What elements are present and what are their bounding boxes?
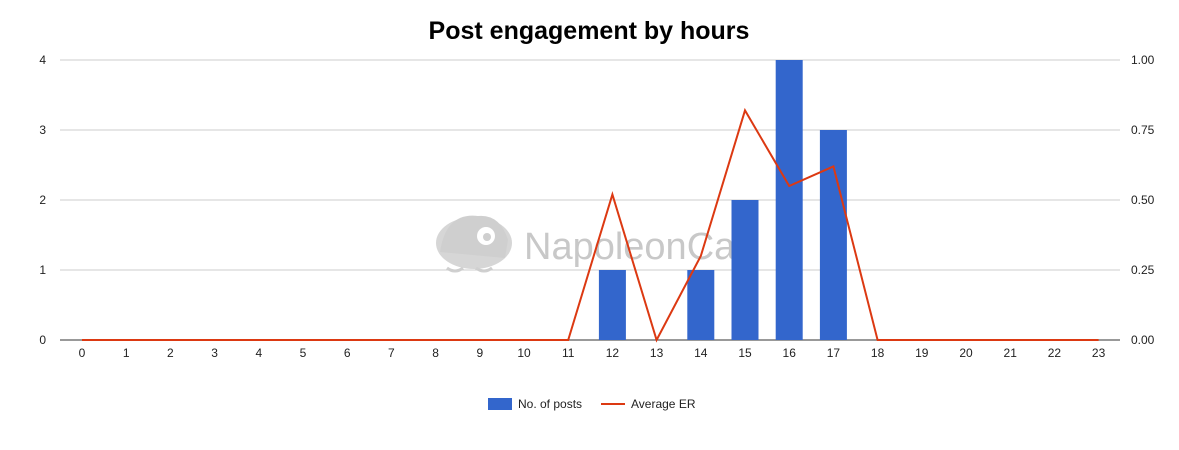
x-tick-label: 3 (211, 346, 218, 360)
x-tick-label: 18 (871, 346, 885, 360)
x-tick-label: 15 (738, 346, 752, 360)
x-tick-label: 22 (1048, 346, 1062, 360)
x-tick-label: 20 (959, 346, 973, 360)
right-tick-label: 0.75 (1131, 123, 1155, 137)
series-line-average-er (82, 107, 1099, 343)
x-tick-label: 2 (167, 346, 174, 360)
left-tick-label: 0 (39, 333, 46, 347)
x-axis-ticks: 0 1 2 3 4 5 6 7 8 9 10 11 12 13 14 15 16 17 18 19 20 21 22 23 (79, 346, 1106, 360)
bar (819, 130, 847, 340)
bar (598, 270, 626, 340)
right-tick-label: 1.00 (1131, 53, 1155, 67)
left-tick-label: 1 (39, 263, 46, 277)
x-tick-label: 16 (783, 346, 797, 360)
bar (775, 60, 803, 340)
right-axis-ticks: 0.00 0.25 0.50 0.75 1.00 (1131, 53, 1155, 347)
x-tick-label: 1 (123, 346, 130, 360)
napoleoncat-logo-icon (436, 215, 512, 273)
chart-title: Post engagement by hours (429, 17, 750, 45)
right-tick-label: 0.00 (1131, 333, 1155, 347)
gridlines (60, 59, 1120, 341)
watermark: NapoleonCat (436, 215, 746, 273)
x-tick-label: 8 (432, 346, 439, 360)
bar (687, 270, 715, 340)
x-tick-label: 9 (476, 346, 483, 360)
left-tick-label: 4 (39, 53, 46, 67)
left-axis-ticks: 0 1 2 3 4 (39, 53, 46, 347)
x-tick-label: 13 (650, 346, 664, 360)
x-tick-label: 21 (1004, 346, 1018, 360)
x-tick-label: 17 (827, 346, 841, 360)
x-tick-label: 14 (694, 346, 708, 360)
watermark-text: NapoleonCat (524, 226, 746, 268)
bar-series (598, 60, 847, 340)
x-tick-label: 19 (915, 346, 929, 360)
bar (731, 200, 759, 340)
x-tick-label: 10 (517, 346, 531, 360)
legend-label-posts: No. of posts (518, 397, 582, 411)
right-tick-label: 0.50 (1131, 193, 1155, 207)
x-tick-label: 11 (562, 346, 575, 360)
right-tick-label: 0.25 (1131, 263, 1155, 277)
legend: No. of posts Average ER (488, 397, 696, 411)
x-tick-label: 6 (344, 346, 351, 360)
x-tick-label: 23 (1092, 346, 1106, 360)
line-series (81, 107, 1099, 343)
x-tick-label: 12 (606, 346, 620, 360)
x-tick-label: 4 (255, 346, 262, 360)
left-tick-label: 2 (39, 193, 46, 207)
left-tick-label: 3 (39, 123, 46, 137)
x-tick-label: 0 (79, 346, 86, 360)
legend-label-er: Average ER (631, 397, 696, 411)
x-tick-label: 5 (300, 346, 307, 360)
x-tick-label: 7 (388, 346, 395, 360)
legend-swatch-posts (488, 398, 512, 410)
